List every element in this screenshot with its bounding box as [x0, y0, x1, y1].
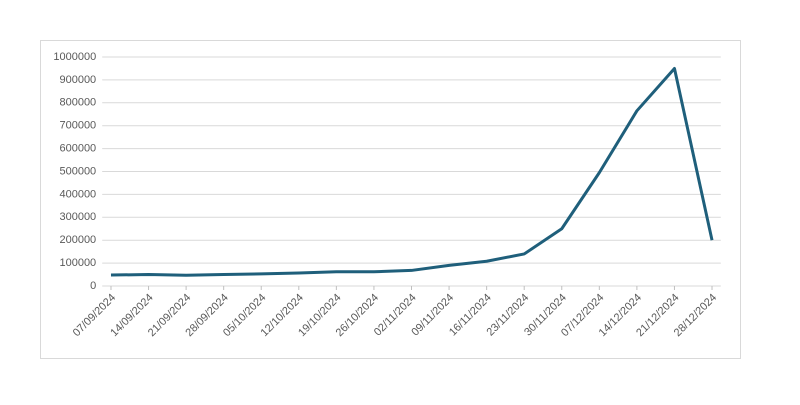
y-tick-label: 500000	[59, 165, 96, 177]
y-tick-label: 300000	[59, 211, 96, 223]
y-tick-label: 200000	[59, 234, 96, 246]
y-tick-label: 800000	[59, 97, 96, 109]
y-tick-label: 100000	[59, 257, 96, 269]
chart-border	[40, 40, 741, 359]
y-tick-label: 600000	[59, 143, 96, 155]
y-tick-label: 0	[90, 280, 96, 292]
y-tick-label: 900000	[59, 74, 96, 86]
y-tick-label: 400000	[59, 188, 96, 200]
line	[110, 66, 714, 277]
y-tick-label: 1000000	[53, 51, 96, 63]
y-tick-label: 700000	[59, 120, 96, 132]
